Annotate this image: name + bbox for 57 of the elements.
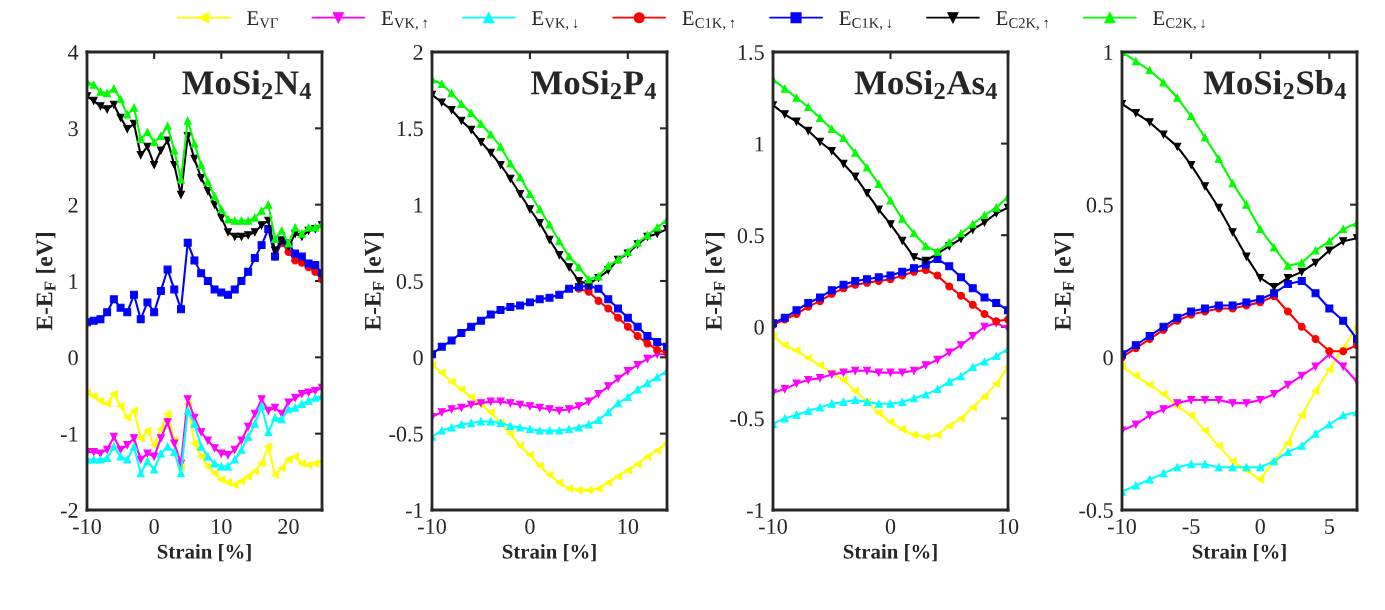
y-tick-label: -0.5 xyxy=(389,426,423,442)
y-tick-label: 2 xyxy=(68,197,78,213)
y-tick-label: -2 xyxy=(60,502,78,518)
y-tick-label: -1 xyxy=(746,503,764,518)
legend-label: E$_{VK,↓}$ xyxy=(532,11,578,30)
x-tick-label: -10 xyxy=(73,518,101,534)
y-tick-label: 1.5 xyxy=(738,45,764,61)
y-axis-title: E-E$_{F}$ [eV] xyxy=(35,233,56,331)
x-tick-label: 5 xyxy=(1325,519,1335,534)
y-tick-label: 1 xyxy=(69,274,78,289)
y-tick-label: 0.5 xyxy=(396,273,423,290)
y-axis-title: E-E$_{F}$ [eV] xyxy=(705,233,725,331)
x-axis-title: Strain [%] xyxy=(1192,544,1286,562)
x-tick-label: -10 xyxy=(759,518,787,534)
x-tick-label: -10 xyxy=(1108,518,1136,534)
y-tick-label: 1 xyxy=(414,197,423,213)
y-tick-label: -1 xyxy=(405,503,423,518)
x-axis-title: Strain [%] xyxy=(843,544,937,562)
legend-label: E$_{VK,↑}$ xyxy=(381,11,427,30)
y-tick-label: 0 xyxy=(413,350,423,366)
y-tick-label: -0.5 xyxy=(1079,502,1113,519)
y-axis-title: E-E$_{F}$ [eV] xyxy=(364,233,384,331)
legend-label: E$_{C1K,↓}$ xyxy=(839,11,892,30)
y-tick-label: 2 xyxy=(413,44,423,60)
y-tick-label: 0.5 xyxy=(1086,197,1113,213)
x-tick-label: 0 xyxy=(149,518,159,534)
x-tick-label: 10 xyxy=(998,518,1019,534)
y-tick-label: 4 xyxy=(67,45,79,60)
y-tick-label: -1 xyxy=(60,426,78,442)
y-tick-label: 1 xyxy=(755,136,764,152)
x-tick-label: -5 xyxy=(1182,519,1200,534)
y-tick-label: 1 xyxy=(1104,45,1113,60)
y-tick-label: 1.5 xyxy=(397,121,423,137)
legend-label: E$_{VΓ}$ xyxy=(247,11,278,28)
x-tick-label: 0 xyxy=(1255,518,1265,534)
y-tick-label: 0 xyxy=(1103,350,1113,366)
x-tick-label: 10 xyxy=(618,518,639,534)
y-axis-title: E-E$_{F}$ [eV] xyxy=(1054,233,1074,331)
legend-label: E$_{C2K,↑}$ xyxy=(996,11,1048,30)
x-tick-label: 0 xyxy=(525,518,535,534)
y-tick-label: -0.5 xyxy=(730,411,764,427)
y-tick-label: 0.5 xyxy=(737,228,764,244)
x-axis-title: Strain [%] xyxy=(502,544,596,562)
x-tick-label: 0 xyxy=(885,518,896,534)
x-tick-label: 10 xyxy=(212,518,232,534)
chart-title: MoSi$_{2}$N$_{4}$ xyxy=(182,70,312,99)
x-axis-title: Strain [%] xyxy=(157,544,251,562)
chart-title: MoSi$_{2}$Sb$_{4}$ xyxy=(1203,70,1347,99)
chart-title: MoSi$_{2}$P$_{4}$ xyxy=(531,70,657,99)
legend-label: E$_{C1K,↑}$ xyxy=(682,11,735,30)
y-tick-label: 0 xyxy=(754,319,764,335)
legend-label: E$_{C2K,↓}$ xyxy=(1153,11,1205,30)
y-tick-label: 0 xyxy=(68,350,78,366)
x-tick-label: 20 xyxy=(278,518,299,534)
chart-title: MoSi$_{2}$As$_{4}$ xyxy=(854,70,998,99)
x-tick-label: -10 xyxy=(418,518,446,534)
y-tick-label: 3 xyxy=(68,121,78,137)
